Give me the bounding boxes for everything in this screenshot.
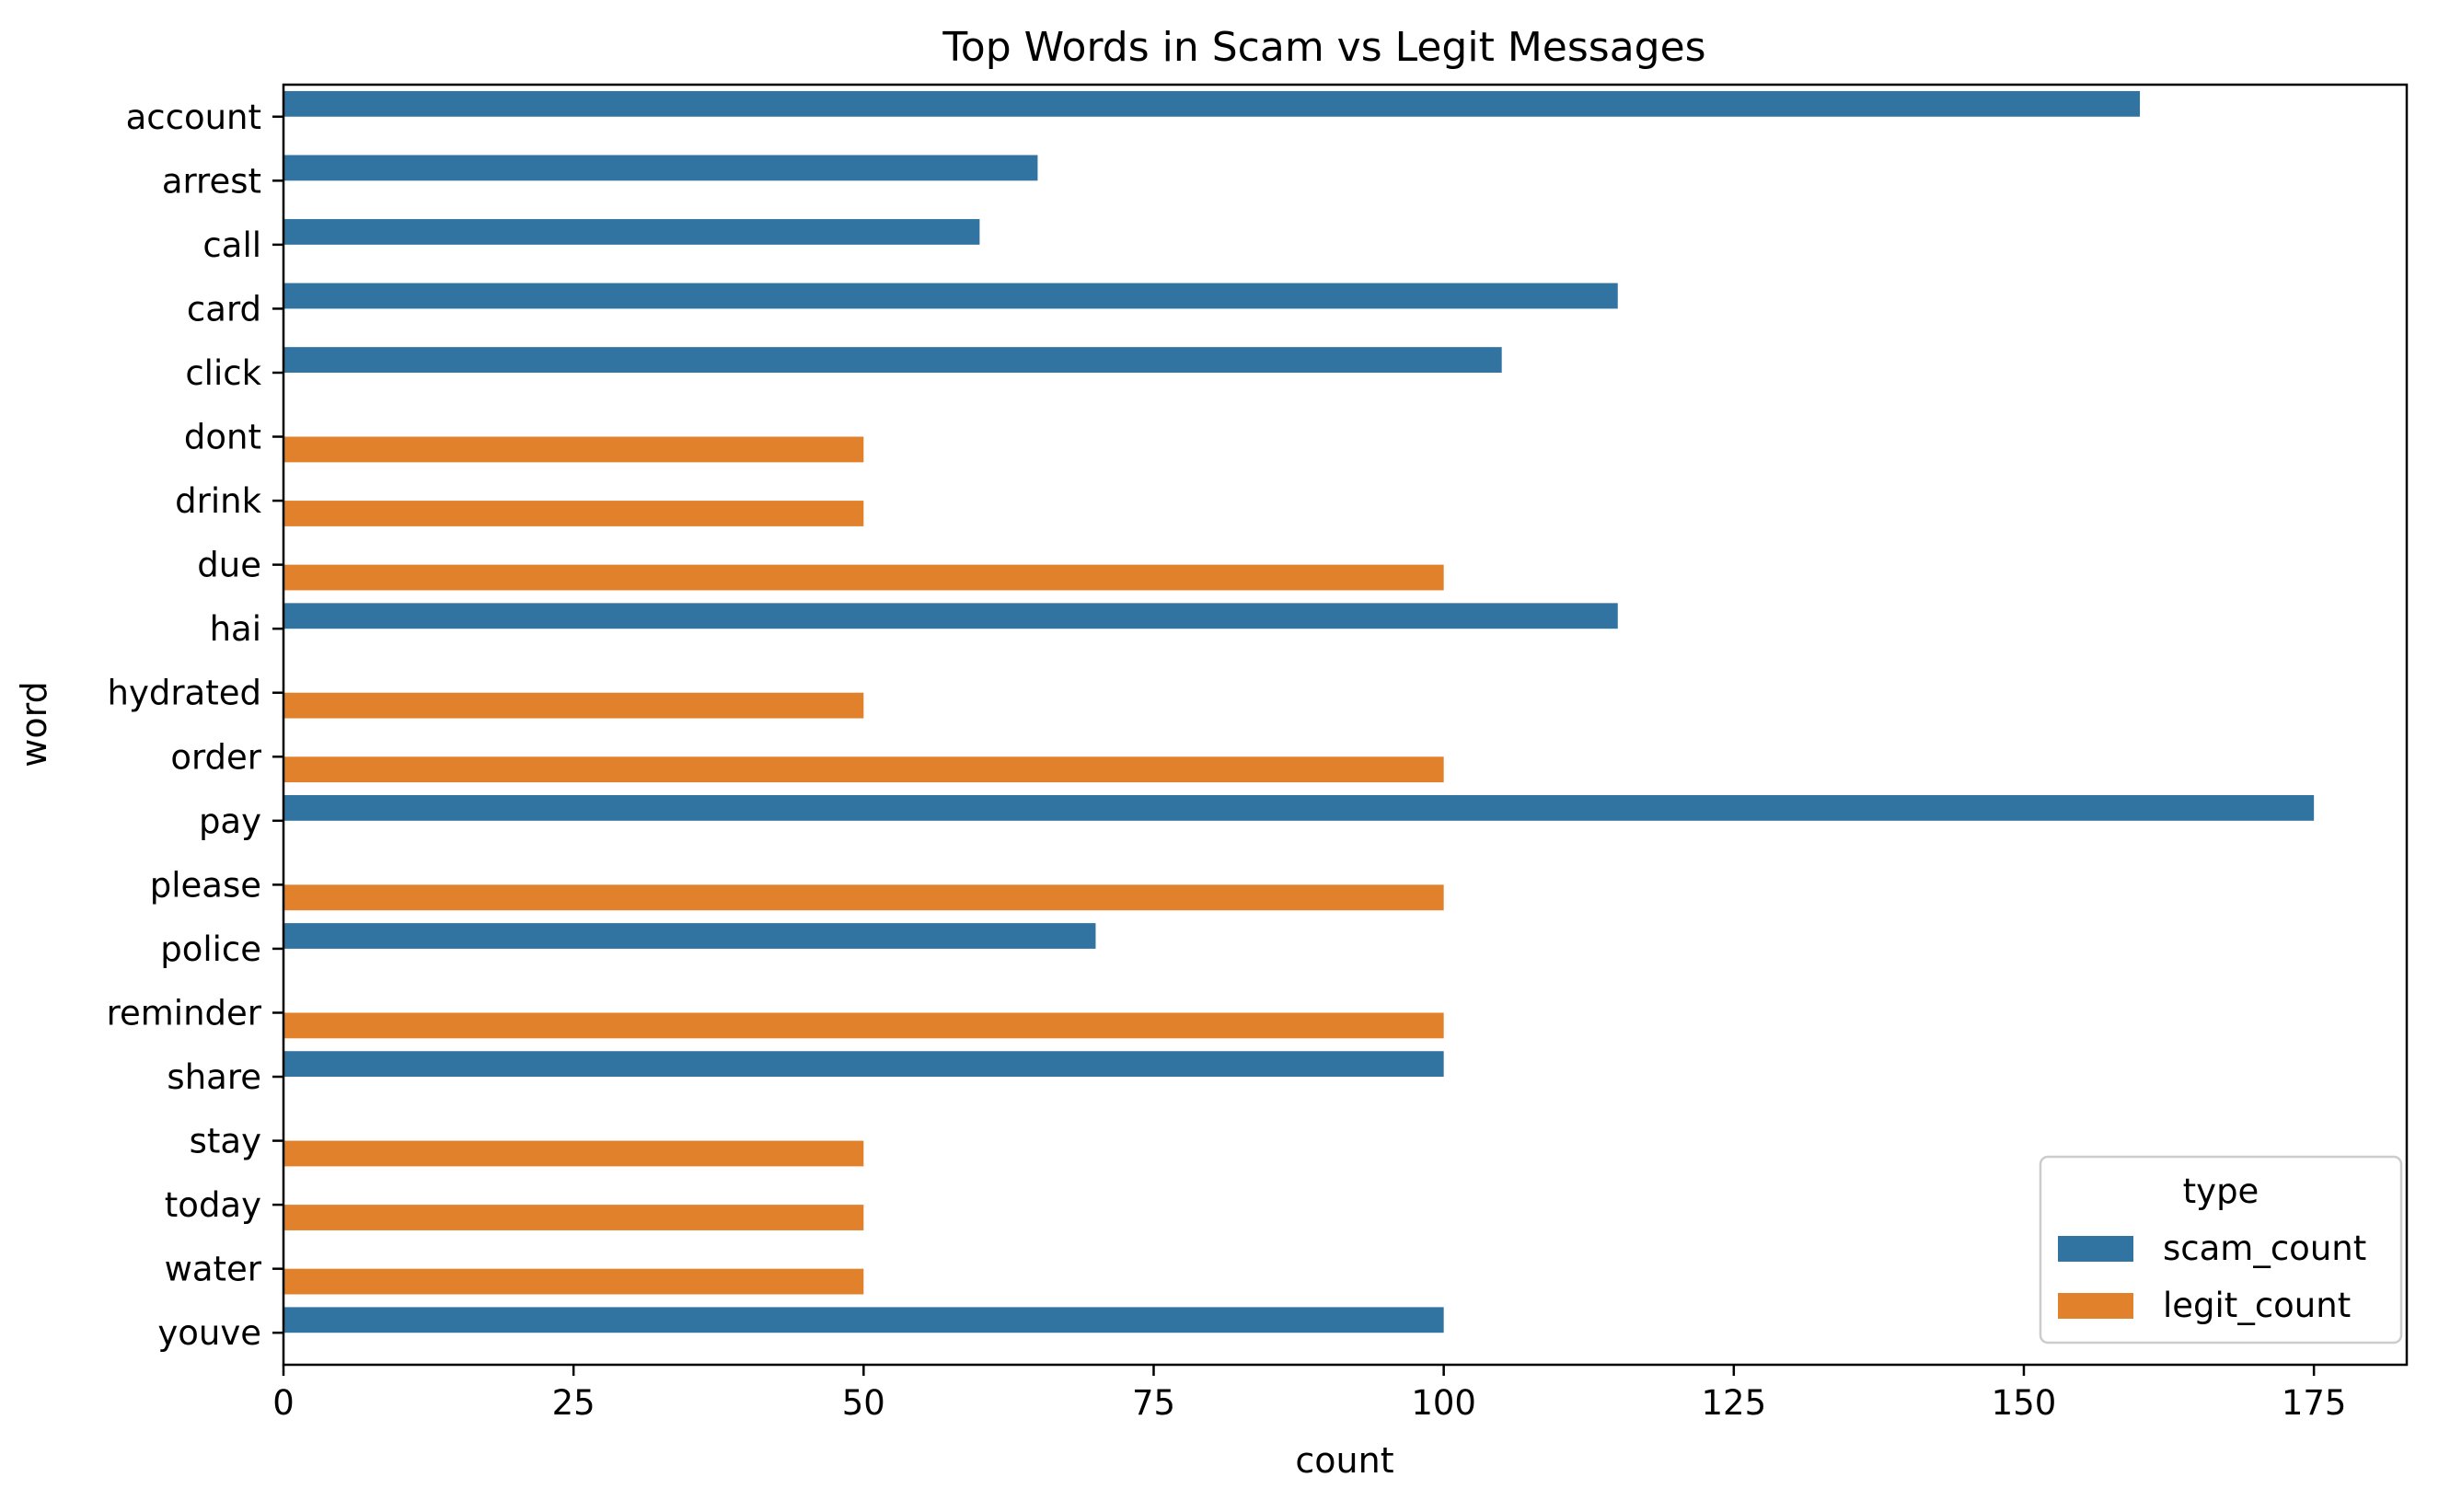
y-tick-label-stay: stay bbox=[190, 1122, 261, 1161]
y-tick-label-account: account bbox=[126, 98, 261, 137]
y-ticks: account arrest call card click dont drink due ha… bbox=[107, 98, 283, 1353]
x-axis-label: count bbox=[1295, 1440, 1393, 1481]
y-tick-label-please: please bbox=[150, 865, 261, 905]
bar-scam-count-account bbox=[283, 90, 2141, 117]
plot-area-frame bbox=[282, 83, 2409, 1367]
y-axis-label: word bbox=[14, 681, 54, 767]
bar-scam-count-hai bbox=[283, 603, 1618, 629]
y-tick-label-dont: dont bbox=[184, 418, 261, 457]
bar-legit-count-today bbox=[283, 1205, 864, 1230]
chart-title: Top Words in Scam vs Legit Messages bbox=[942, 24, 1705, 71]
x-tick-label-50: 50 bbox=[842, 1383, 885, 1423]
bar-scam-count-youve bbox=[283, 1307, 1444, 1333]
bar-scam-count-click bbox=[283, 347, 1502, 373]
y-tick-label-hai: hai bbox=[210, 609, 261, 649]
x-tick-label-125: 125 bbox=[1702, 1383, 1767, 1423]
x-tick-label-175: 175 bbox=[2282, 1383, 2347, 1423]
y-tick-label-arrest: arrest bbox=[162, 161, 261, 201]
y-tick-label-reminder: reminder bbox=[107, 993, 262, 1033]
y-tick-label-hydrated: hydrated bbox=[108, 674, 261, 713]
bar-scam-count-share bbox=[283, 1051, 1444, 1078]
legend: type scam_count legit_count bbox=[2039, 1155, 2403, 1345]
y-tick-label-drink: drink bbox=[175, 481, 261, 521]
bar-legit-count-please bbox=[283, 884, 1444, 911]
x-ticks: 0 25 50 75 100 125 150 175 bbox=[272, 1365, 2346, 1423]
bar-legit-count-hydrated bbox=[283, 692, 864, 719]
bar-legit-count-drink bbox=[283, 501, 864, 526]
y-tick-label-water: water bbox=[165, 1250, 262, 1289]
bar-legit-count-order bbox=[283, 756, 1444, 783]
y-tick-label-due: due bbox=[197, 546, 261, 585]
bar-scam-count-pay bbox=[283, 795, 2315, 821]
x-tick-label-0: 0 bbox=[272, 1383, 295, 1423]
y-tick-label-card: card bbox=[187, 289, 261, 329]
y-tick-label-order: order bbox=[170, 737, 261, 777]
y-tick-label-today: today bbox=[165, 1185, 261, 1225]
bar-scam-count-call bbox=[283, 219, 980, 245]
bar-scam-count-arrest bbox=[283, 155, 1038, 181]
legend-label-scam-count: scam_count bbox=[2163, 1229, 2366, 1268]
bar-scam-count-police bbox=[283, 923, 1096, 949]
y-tick-label-youve: youve bbox=[157, 1313, 261, 1353]
bar-legit-count-reminder bbox=[283, 1012, 1444, 1039]
legend-label-legit-count: legit_count bbox=[2163, 1286, 2351, 1325]
legend-swatch-scam-count bbox=[2058, 1236, 2133, 1262]
bar-legit-count-stay bbox=[283, 1140, 864, 1167]
x-tick-label-75: 75 bbox=[1132, 1383, 1175, 1423]
x-tick-label-25: 25 bbox=[552, 1383, 595, 1423]
y-tick-label-pay: pay bbox=[199, 802, 261, 841]
y-tick-label-police: police bbox=[160, 929, 261, 969]
bar-legit-count-dont bbox=[283, 436, 864, 463]
y-tick-label-share: share bbox=[167, 1057, 261, 1097]
bar-legit-count-water bbox=[283, 1268, 864, 1295]
legend-title: type bbox=[2183, 1172, 2259, 1211]
y-tick-label-click: click bbox=[185, 353, 261, 393]
bar-scam-count-card bbox=[283, 283, 1618, 309]
bars-layer bbox=[283, 90, 2315, 1333]
x-tick-label-100: 100 bbox=[1411, 1383, 1476, 1423]
bar-legit-count-due bbox=[283, 564, 1444, 591]
x-tick-label-150: 150 bbox=[1992, 1383, 2057, 1423]
legend-swatch-legit-count bbox=[2058, 1293, 2133, 1319]
y-tick-label-call: call bbox=[202, 225, 261, 265]
